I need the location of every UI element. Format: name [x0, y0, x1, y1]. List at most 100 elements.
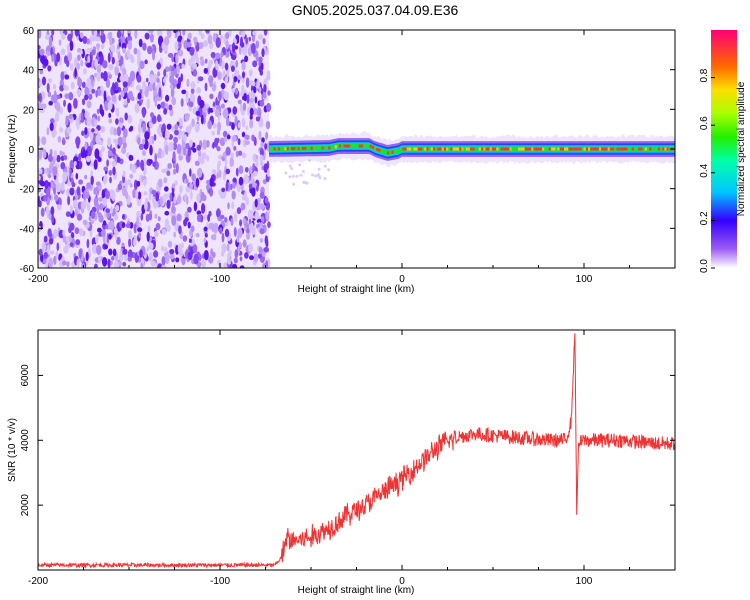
noise-speckle: [89, 35, 93, 46]
noise-speckle: [166, 199, 171, 209]
noise-speckle: [252, 60, 258, 68]
noise-speckle: [136, 85, 140, 91]
noise-speckle: [86, 238, 90, 249]
noise-speckle: [190, 225, 195, 233]
carrier-peak: [631, 147, 634, 151]
noise-speckle: [138, 38, 143, 48]
noise-speckle: [143, 191, 148, 196]
carrier-peak: [568, 147, 571, 151]
noise-speckle: [101, 146, 105, 152]
carrier-peak: [605, 147, 608, 151]
noise-speckle: [84, 110, 90, 119]
noise-speckle: [212, 123, 217, 129]
noise-speckle: [137, 92, 142, 100]
noise-speckle: [256, 79, 260, 89]
noise-speckle: [188, 101, 194, 108]
carrier-peak: [553, 147, 556, 151]
noise-speckle: [60, 48, 66, 56]
noise-speckle: [219, 193, 226, 199]
carrier-peak: [443, 147, 447, 151]
noise-speckle: [101, 229, 106, 238]
noise-speckle: [201, 259, 207, 268]
noise-speckle: [105, 208, 110, 213]
noise-speckle: [70, 63, 74, 71]
noise-speckle: [235, 167, 239, 177]
noise-speckle: [177, 35, 183, 41]
noise-speckle: [161, 126, 164, 134]
noise-speckle: [45, 188, 51, 197]
noise-speckle: [153, 250, 159, 258]
noise-speckle: [242, 194, 246, 201]
noise-speckle: [248, 36, 251, 42]
noise-speckle: [253, 86, 257, 94]
carrier-peak: [491, 147, 495, 151]
noise-speckle: [220, 214, 225, 220]
faint-speckle: [298, 163, 302, 167]
noise-speckle: [164, 218, 170, 229]
noise-speckle: [108, 169, 113, 176]
noise-speckle: [73, 199, 78, 208]
noise-speckle: [226, 117, 230, 127]
noise-speckle: [42, 258, 47, 264]
noise-speckle: [77, 54, 81, 61]
noise-speckle: [186, 78, 190, 88]
noise-speckle: [144, 131, 150, 140]
carrier-peak: [339, 144, 342, 148]
noise-speckle: [255, 40, 259, 49]
noise-speckle: [128, 154, 134, 161]
noise-speckle: [185, 90, 189, 102]
noise-speckle: [189, 168, 192, 177]
noise-speckle: [86, 38, 91, 45]
noise-speckle: [183, 147, 187, 156]
noise-speckle: [46, 127, 50, 136]
x-tick-label: 0: [399, 576, 405, 587]
noise-speckle: [112, 166, 116, 176]
noise-speckle: [136, 180, 141, 187]
noise-speckle: [155, 222, 161, 231]
noise-speckle: [116, 126, 122, 137]
noise-speckle: [86, 182, 92, 189]
noise-speckle: [46, 82, 50, 93]
faint-speckle: [292, 182, 296, 186]
noise-speckle: [217, 160, 221, 167]
noise-speckle: [196, 87, 202, 94]
carrier-peak: [301, 147, 305, 150]
noise-speckle: [187, 221, 191, 229]
noise-speckle: [212, 32, 217, 43]
noise-speckle: [225, 40, 229, 50]
noise-speckle: [230, 183, 233, 190]
noise-speckle: [117, 183, 123, 191]
noise-speckle: [62, 229, 66, 237]
noise-speckle: [91, 36, 96, 42]
noise-speckle: [80, 59, 84, 67]
noise-speckle: [259, 203, 265, 210]
noise-speckle: [245, 125, 249, 130]
noise-speckle: [71, 182, 76, 188]
noise-speckle: [38, 248, 43, 256]
carrier-peak: [452, 147, 455, 151]
noise-speckle: [216, 146, 221, 152]
noise-speckle: [231, 42, 236, 54]
noise-speckle: [190, 88, 195, 94]
noise-speckle: [95, 36, 101, 42]
noise-speckle: [108, 118, 113, 124]
noise-speckle: [165, 94, 170, 102]
noise-speckle: [69, 159, 75, 171]
noise-speckle: [188, 58, 193, 67]
carrier-peak: [596, 147, 599, 151]
noise-speckle: [218, 169, 222, 178]
carrier-peak: [376, 148, 379, 151]
noise-speckle: [103, 70, 108, 82]
noise-speckle: [111, 192, 116, 202]
noise-speckle: [218, 189, 223, 196]
carrier-peak: [520, 147, 523, 151]
noise-speckle: [251, 35, 256, 43]
noise-speckle: [97, 227, 102, 233]
noise-speckle: [189, 182, 194, 190]
carrier-peak: [640, 147, 643, 151]
noise-speckle: [259, 237, 263, 243]
noise-speckle: [189, 47, 195, 56]
noise-speckle: [233, 227, 237, 237]
noise-speckle: [103, 90, 107, 102]
noise-speckle: [87, 145, 92, 157]
